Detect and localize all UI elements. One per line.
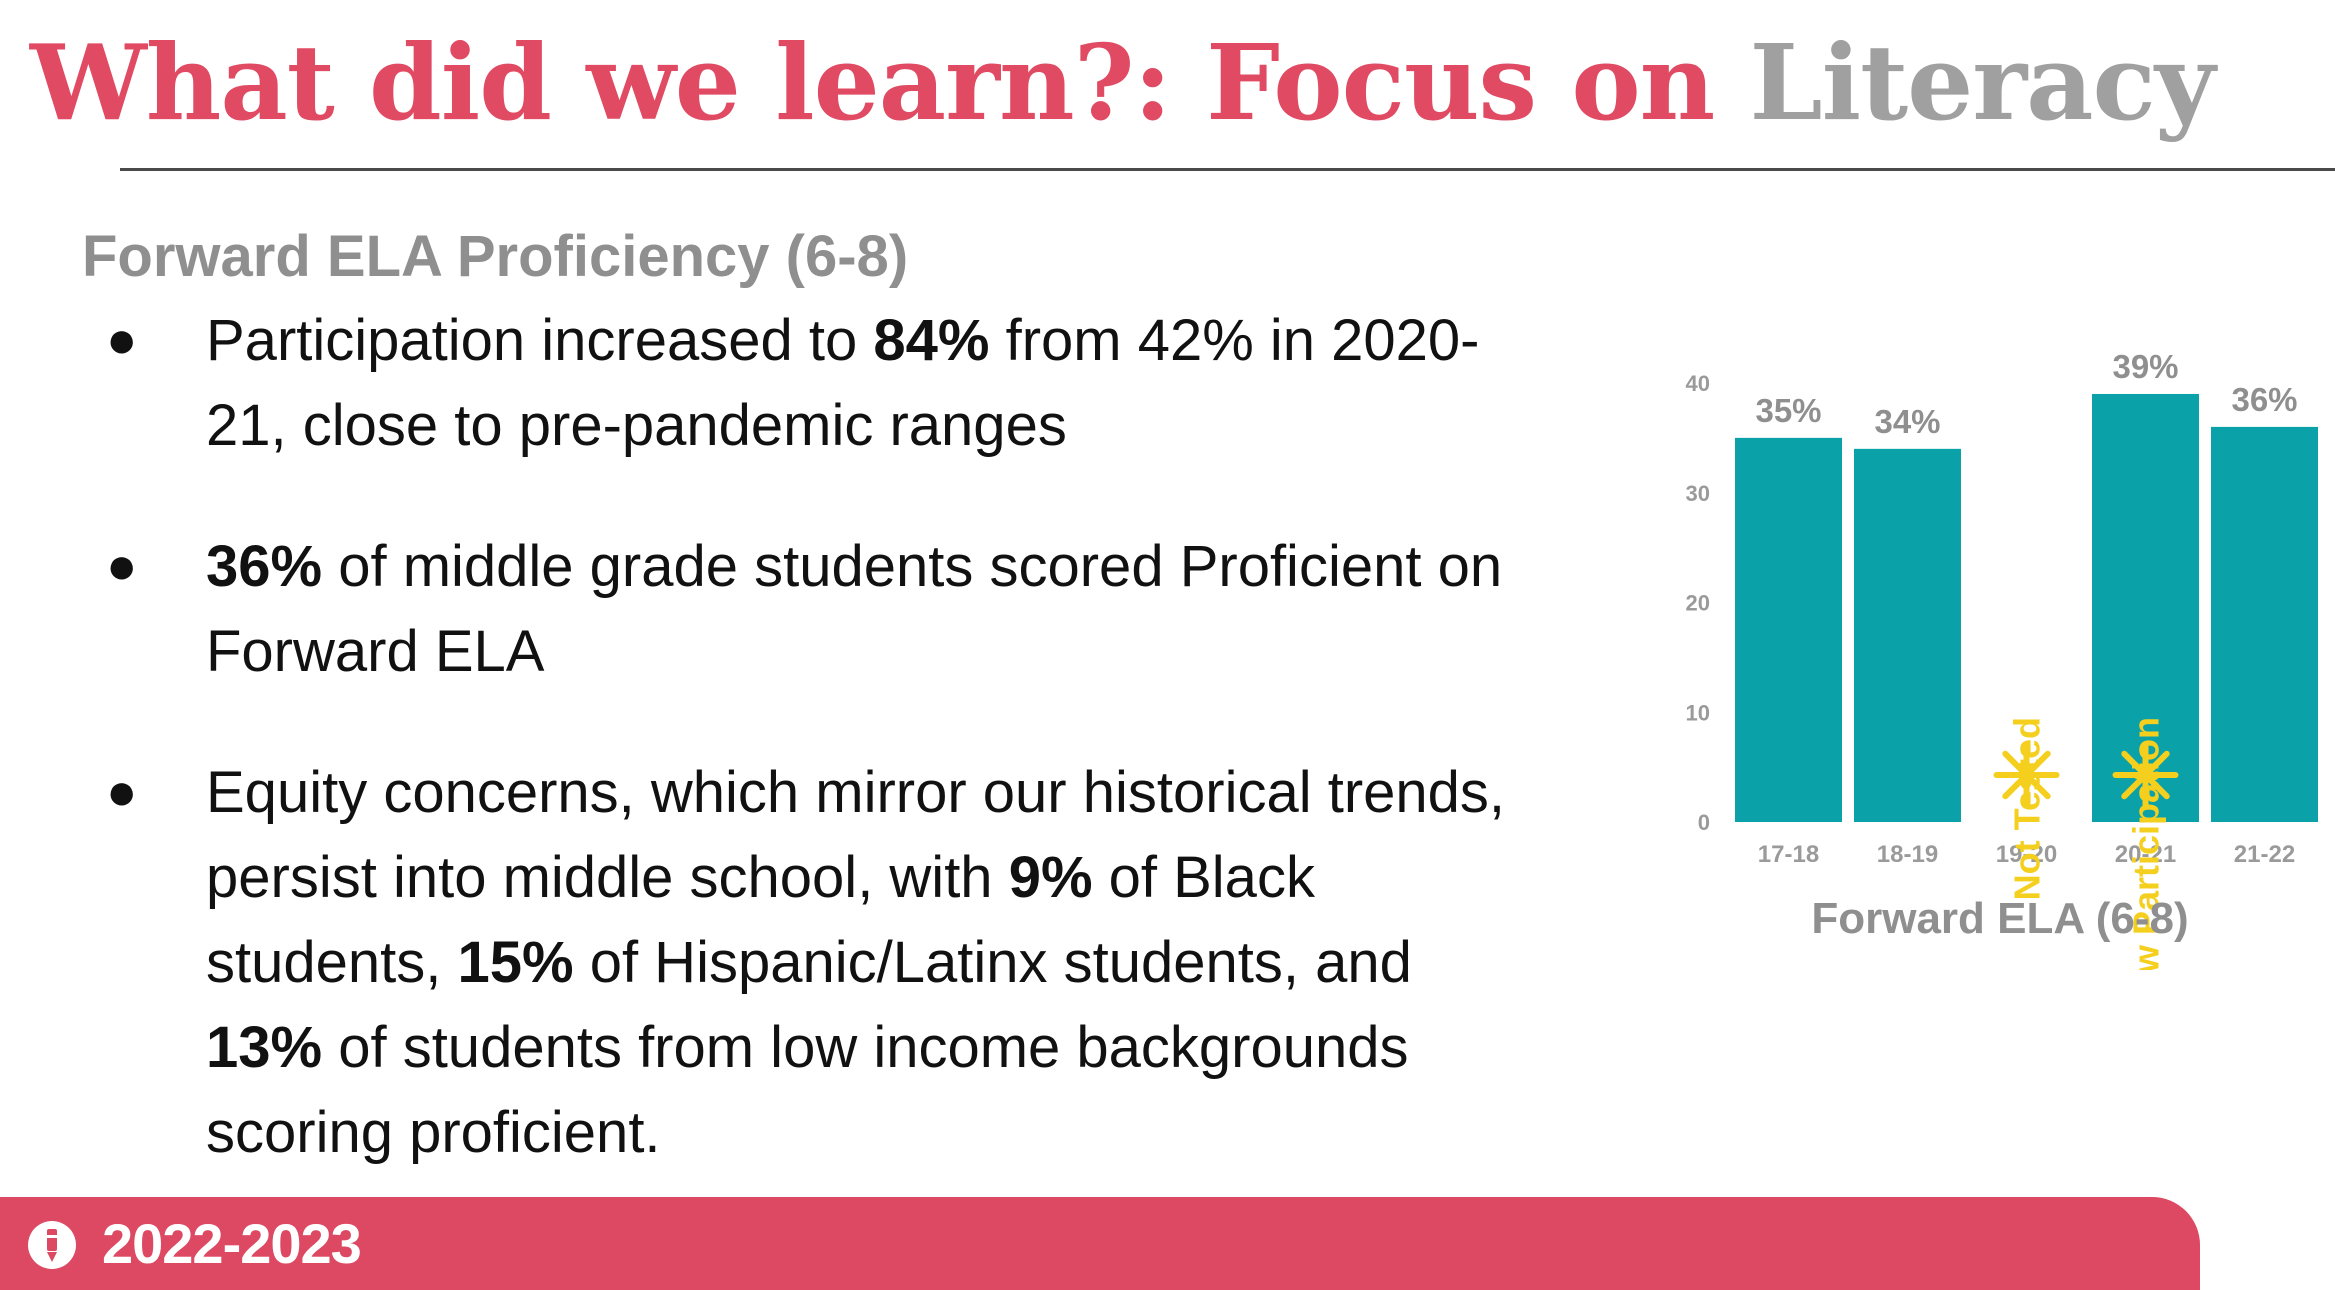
bullet-text: of Black students,	[206, 845, 1315, 995]
bullet-emphasis: 84%	[873, 308, 990, 373]
x-tick-label: 19-20	[1996, 841, 2057, 868]
bar	[2211, 426, 2318, 822]
bullet-emphasis: 9%	[1008, 845, 1093, 910]
bullet-list: ● Participation increased to 84% from 42%…	[100, 298, 1520, 1231]
bar	[1854, 448, 1961, 822]
bullet-text: of middle grade students scored Proficie…	[206, 534, 1503, 684]
pencil-icon	[28, 1221, 76, 1269]
bullet-text: Equity concerns, which mirror our histor…	[206, 760, 1506, 910]
bar-data-label: 34%	[1874, 403, 1940, 440]
x-tick-label: 17-18	[1758, 841, 1819, 868]
y-tick-label: 20	[1686, 591, 1710, 616]
x-tick-label: 21-22	[2234, 841, 2295, 868]
y-tick-label: 30	[1686, 481, 1710, 506]
proficiency-bar-chart: 0 10 20 30 40 17-18 35% 18-19 34% 19-20 20-21 39% 21…	[1686, 348, 2318, 970]
bar-data-label: 39%	[2112, 348, 2178, 385]
x-axis-label: Forward ELA (6-8)	[1811, 894, 2188, 943]
slide-title: What did we learn?: Focus on Literacy	[30, 18, 2216, 148]
bullet-dot: ●	[106, 311, 138, 369]
title-part-main: What did we learn?: Focus on	[30, 21, 1750, 144]
bullet-text: from 42% in 2020-21, close to pre-pandem…	[206, 308, 1480, 458]
bullet-emphasis: 36%	[206, 534, 323, 599]
bullet-item: ● 36% of middle grade students scored Pro…	[100, 524, 1520, 694]
y-tick-label: 0	[1698, 810, 1710, 835]
y-tick-label: 10	[1686, 700, 1710, 725]
bullet-text: of Hispanic/Latinx students, and	[573, 930, 1412, 995]
footer-year-label: 2022-2023	[102, 1212, 362, 1275]
title-divider	[120, 168, 2335, 171]
y-tick-label: 40	[1686, 371, 1710, 396]
bullet-text: Participation increased to	[206, 308, 874, 373]
bar-data-label: 35%	[1755, 392, 1821, 429]
bullet-item: ● Equity concerns, which mirror our histo…	[100, 750, 1520, 1175]
bullet-emphasis: 13%	[206, 1015, 323, 1080]
x-tick-label: 18-19	[1877, 841, 1938, 868]
bullet-item: ● Participation increased to 84% from 42%…	[100, 298, 1520, 468]
bullet-dot: ●	[106, 763, 138, 821]
asterisk-icon	[1993, 742, 2060, 808]
asterisk-icon	[2112, 742, 2179, 808]
bullet-dot: ●	[106, 537, 138, 595]
bar	[1735, 437, 1842, 822]
title-part-highlight: Literacy	[1749, 21, 2216, 144]
bullet-emphasis: 15%	[457, 930, 574, 995]
x-tick-label: 20-21	[2115, 841, 2176, 868]
bullet-text: of students from low income backgrounds …	[206, 1015, 1409, 1165]
section-subtitle: Forward ELA Proficiency (6-8)	[82, 224, 909, 289]
footer-bar: 2022-2023	[0, 1197, 2200, 1290]
bar-data-label: 36%	[2231, 381, 2297, 418]
